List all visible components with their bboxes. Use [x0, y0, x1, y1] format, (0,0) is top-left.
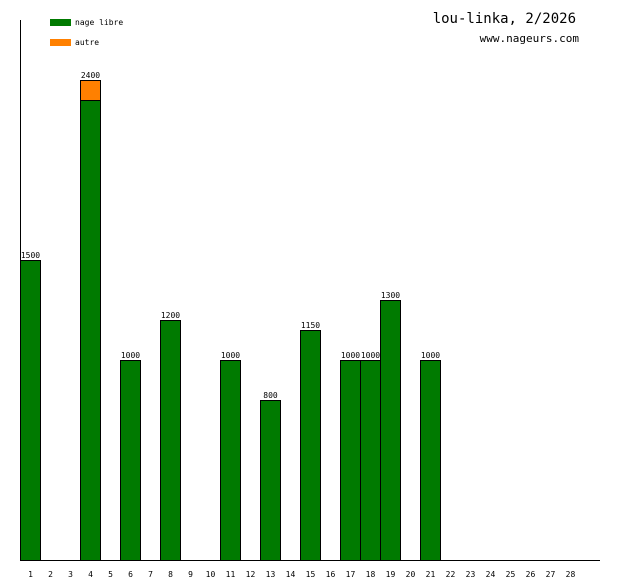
bar-nage-libre-13	[260, 400, 281, 561]
x-tick-label-20: 20	[406, 570, 416, 579]
site-url: www.nageurs.com	[480, 32, 580, 45]
value-label-15: 1150	[301, 321, 320, 330]
bar-nage-libre-11	[220, 360, 241, 561]
x-tick-labels: 1 2 3 4 5 6 7 8 9 10 11 12 13 14 15 16 17 18 19 20 21 22 23 24 2…	[28, 570, 575, 579]
value-label-18: 1000	[361, 351, 380, 360]
x-tick-label-7: 7	[148, 570, 153, 579]
x-tick-label-5: 5	[108, 570, 113, 579]
value-label-1: 1500	[21, 251, 40, 260]
x-tick-label-3: 3	[68, 570, 73, 579]
x-tick-label-2: 2	[48, 570, 53, 579]
value-label-21: 1000	[421, 351, 440, 360]
x-tick-label-9: 9	[188, 570, 193, 579]
x-tick-label-11: 11	[226, 570, 236, 579]
value-label-6: 1000	[121, 351, 140, 360]
bar-nage-libre-8	[160, 320, 181, 561]
value-label-17: 1000	[341, 351, 360, 360]
x-tick-label-15: 15	[306, 570, 316, 579]
x-tick-label-22: 22	[446, 570, 456, 579]
x-tick-label-18: 18	[366, 570, 376, 579]
x-tick-label-17: 17	[346, 570, 356, 579]
x-tick-label-19: 19	[386, 570, 396, 579]
value-label-4: 2400	[81, 71, 100, 80]
bar-nage-libre-21	[420, 360, 441, 561]
value-label-8: 1200	[161, 311, 180, 320]
legend-label-nage-libre: nage libre	[75, 18, 123, 27]
x-tick-label-26: 26	[526, 570, 536, 579]
x-tick-label-23: 23	[466, 570, 476, 579]
x-tick-label-12: 12	[246, 570, 256, 579]
x-tick-label-4: 4	[88, 570, 93, 579]
bar-nage-libre-17	[340, 360, 361, 561]
x-tick-label-8: 8	[168, 570, 173, 579]
value-label-13: 800	[263, 391, 278, 400]
bar-nage-libre-6	[120, 360, 141, 561]
x-tick-label-21: 21	[426, 570, 436, 579]
bar-nage-libre-19	[380, 300, 401, 561]
x-tick-label-6: 6	[128, 570, 133, 579]
bar-nage-libre-18	[360, 360, 381, 561]
legend-label-autre: autre	[75, 38, 99, 47]
bar-nage-libre-15	[300, 330, 321, 561]
x-tick-label-27: 27	[546, 570, 556, 579]
x-tick-label-10: 10	[206, 570, 216, 579]
bar-autre-4	[80, 80, 101, 101]
chart-title: lou-linka, 2/2026	[433, 11, 576, 27]
x-tick-label-13: 13	[266, 570, 276, 579]
bar-nage-libre-1	[20, 260, 41, 561]
x-tick-label-14: 14	[286, 570, 296, 579]
bars-layer	[20, 80, 441, 561]
x-tick-label-1: 1	[28, 570, 33, 579]
x-tick-label-28: 28	[566, 570, 576, 579]
bar-nage-libre-4	[80, 100, 101, 561]
legend-swatch-nage-libre	[50, 19, 71, 26]
x-tick-label-16: 16	[326, 570, 336, 579]
legend-swatch-autre	[50, 39, 71, 46]
value-label-11: 1000	[221, 351, 240, 360]
legend: nage libre autre	[50, 18, 123, 47]
x-tick-label-24: 24	[486, 570, 496, 579]
x-tick-label-25: 25	[506, 570, 516, 579]
value-label-19: 1300	[381, 291, 400, 300]
